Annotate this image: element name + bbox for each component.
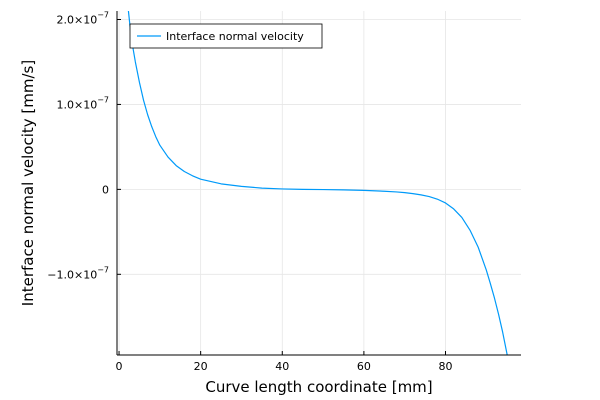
x-tick-label: 40 <box>275 360 289 373</box>
x-tick-label: 0 <box>116 360 123 373</box>
x-axis-label: Curve length coordinate [mm] <box>205 378 432 396</box>
legend-box <box>129 23 323 49</box>
y-tick-label: −1.0×10−7 <box>47 265 109 281</box>
axes <box>116 11 521 356</box>
y-tick-label: 1.0×10−7 <box>56 95 109 111</box>
y-tick-label: 0 <box>102 183 109 196</box>
legend: Interface normal velocity <box>129 23 323 49</box>
x-tick-label: 80 <box>439 360 453 373</box>
grid <box>117 11 521 355</box>
x-tick-label: 60 <box>357 360 371 373</box>
x-tick-label: 20 <box>194 360 208 373</box>
y-tick-label: 2.0×10−7 <box>56 10 109 26</box>
series-line-0 <box>127 11 508 355</box>
legend-entry-label: Interface normal velocity <box>166 30 304 43</box>
y-axis-label: Interface normal velocity [mm/s] <box>19 60 37 306</box>
